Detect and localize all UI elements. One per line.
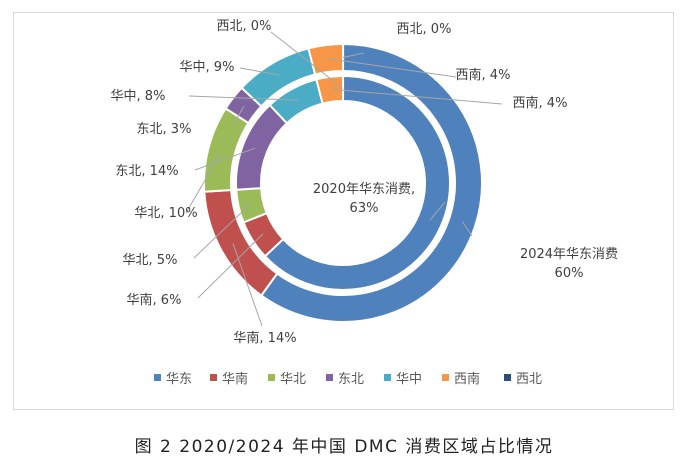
doughnut-chart: 2024年华东消费 60% 华南, 14% 华北, 10% 东北, 3% 华中, 9% 西南… xyxy=(111,19,618,387)
outer-label-leader-4 xyxy=(239,67,280,76)
outer-ring-slice-0 xyxy=(259,42,483,323)
inner-label-leader-6 xyxy=(270,31,344,89)
outer-label-leader-3 xyxy=(233,105,245,125)
inner-label-leader-4 xyxy=(188,95,298,101)
figure-caption: 图 2 2020/2024 年中国 DMC 消费区域占比情况 xyxy=(134,437,554,457)
legend-swatch xyxy=(504,374,511,381)
outer-label-leader-1 xyxy=(232,243,263,327)
inner-data-label-6: 西北, 0% xyxy=(217,19,272,34)
legend-item-4: 华中 xyxy=(384,372,422,387)
outer-ring-slice-5 xyxy=(307,42,344,76)
legend-item-1: 华南 xyxy=(210,371,248,387)
legend-label: 西北 xyxy=(516,372,542,387)
legend-item-3: 东北 xyxy=(326,372,364,387)
legend-label: 华南 xyxy=(222,371,248,387)
legend-item-5: 西南 xyxy=(442,371,480,387)
inner-data-label-0: 2020年华东消费, 63% xyxy=(313,182,415,216)
outer-data-label-2: 华北, 10% xyxy=(134,206,197,221)
inner-label-leader-5 xyxy=(331,88,503,105)
legend-swatch xyxy=(384,374,391,381)
inner-label-leader-0 xyxy=(429,201,446,221)
inner-data-label-5: 西南, 4% xyxy=(513,95,568,111)
outer-label-leader-2 xyxy=(185,151,222,214)
inner-label-leader-3 xyxy=(194,147,256,171)
outer-data-label-3: 东北, 3% xyxy=(137,122,192,137)
legend-label: 华北 xyxy=(280,372,306,387)
legend-swatch xyxy=(210,374,217,381)
inner-data-label-2: 华北, 5% xyxy=(123,253,178,268)
legend-item-6: 西北 xyxy=(504,372,542,387)
outer-data-label-4: 华中, 9% xyxy=(180,60,235,75)
inner-data-label-4: 华中, 8% xyxy=(111,89,166,104)
outer-label-leader-5 xyxy=(327,57,457,78)
outer-label-leader-0 xyxy=(461,221,473,237)
legend-label: 华中 xyxy=(396,372,422,387)
outer-data-label-6: 西北, 0% xyxy=(397,22,452,37)
inner-data-label-1: 华南, 6% xyxy=(127,292,182,308)
outer-data-label-0: 2024年华东消费 60% xyxy=(520,247,618,281)
legend-swatch xyxy=(268,374,275,381)
legend-item-2: 华北 xyxy=(268,372,306,387)
outer-data-label-5: 西南, 4% xyxy=(456,67,511,83)
inner-label-leader-2 xyxy=(193,203,252,259)
legend-label: 西南 xyxy=(454,371,480,387)
outer-data-label-1: 华南, 14% xyxy=(233,330,296,346)
inner-label-leader-1 xyxy=(197,233,264,299)
legend-swatch xyxy=(442,374,449,381)
chart-frame: 2024年华东消费 60% 华南, 14% 华北, 10% 东北, 3% 华中, 9% 西南… xyxy=(13,12,674,410)
inner-ring-slice-0 xyxy=(263,74,451,291)
legend-swatch xyxy=(154,374,161,381)
inner-data-label-3: 东北, 14% xyxy=(115,164,178,179)
legend-item-0: 华东 xyxy=(154,372,192,387)
legend-label: 华东 xyxy=(166,372,192,387)
legend-label: 东北 xyxy=(338,372,364,387)
legend-swatch xyxy=(326,374,333,381)
outer-label-leader-6 xyxy=(342,52,365,58)
